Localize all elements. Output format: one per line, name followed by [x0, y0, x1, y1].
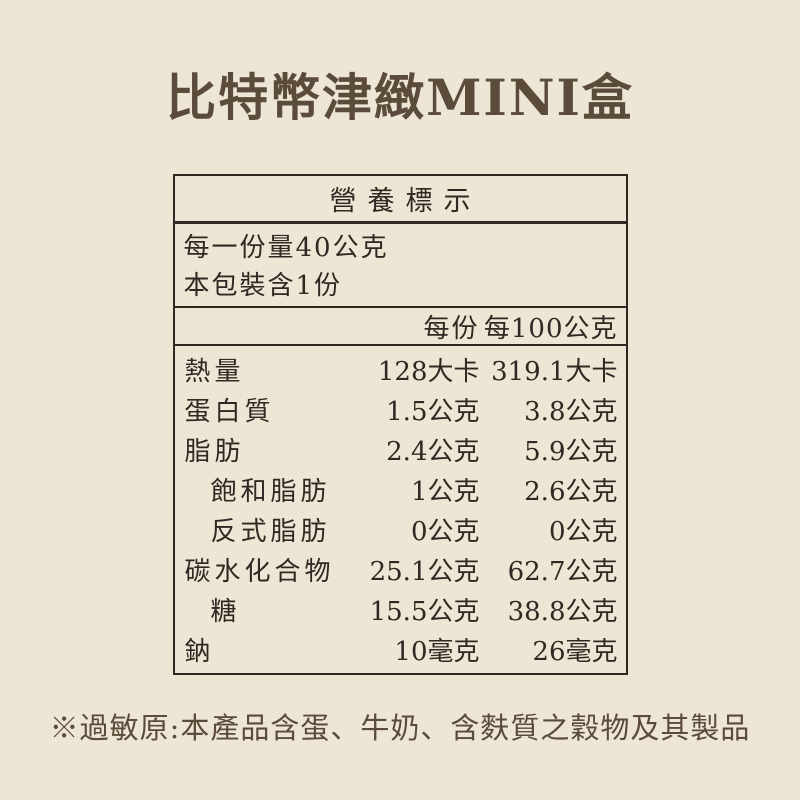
- table-row-fat: 脂肪 2.4公克 5.9公克: [175, 429, 626, 469]
- table-row-sodium: 鈉 10毫克 26毫克: [175, 629, 626, 669]
- table-row-carbohydrate: 碳水化合物 25.1公克 62.7公克: [175, 549, 626, 589]
- nutrient-label: 蛋白質: [184, 396, 275, 427]
- nutrition-facts-table: 營養標示 每一份量40公克 本包裝含1份 每份 每100公克 熱量 128大卡 …: [172, 174, 628, 675]
- serving-info-section: 每一份量40公克 本包裝含1份: [174, 224, 626, 308]
- nutrient-label: 熱量: [184, 356, 245, 387]
- nutrient-label: 碳水化合物: [184, 556, 335, 587]
- per-100g-value: 26毫克: [532, 636, 618, 667]
- servings-per-package-line: 本包裝含1份: [183, 270, 343, 301]
- product-title: 比特幣津緻MINI盒: [166, 68, 634, 127]
- per-100g-value: 2.6公克: [524, 476, 618, 507]
- per-100g-value: 38.8公克: [507, 596, 618, 627]
- serving-size-line: 每一份量40公克: [183, 232, 389, 263]
- per-serving-value: 2.4公克: [386, 436, 480, 467]
- nutrient-label: 糖: [210, 596, 241, 627]
- per-100g-value: 319.1大卡: [491, 356, 618, 387]
- table-row-sugar: 糖 15.5公克 38.8公克: [175, 589, 626, 629]
- column-header-per-serving: 每份: [423, 313, 480, 344]
- nutrient-label: 鈉: [184, 636, 215, 667]
- per-serving-value: 15.5公克: [369, 596, 480, 627]
- per-serving-value: 128大卡: [377, 356, 480, 387]
- nutrient-label: 脂肪: [184, 436, 245, 467]
- per-serving-value: 10毫克: [394, 636, 480, 667]
- per-serving-value: 1.5公克: [386, 396, 480, 427]
- column-header-row: 每份 每100公克: [174, 308, 626, 346]
- per-100g-value: 62.7公克: [507, 556, 618, 587]
- per-serving-value: 25.1公克: [369, 556, 480, 587]
- column-header-per-100g: 每100公克: [483, 313, 618, 344]
- nutrient-label: 反式脂肪: [210, 516, 331, 547]
- per-serving-value: 1公克: [410, 476, 480, 507]
- nutrient-rows: 熱量 128大卡 319.1大卡 蛋白質 1.5公克 3.8公克 脂肪 2.4公…: [175, 346, 626, 673]
- table-row-saturated-fat: 飽和脂肪 1公克 2.6公克: [175, 469, 626, 509]
- per-100g-value: 3.8公克: [524, 396, 618, 427]
- table-row-protein: 蛋白質 1.5公克 3.8公克: [175, 389, 626, 429]
- nutrient-label: 飽和脂肪: [210, 476, 331, 507]
- per-100g-value: 5.9公克: [524, 436, 618, 467]
- table-row-calories: 熱量 128大卡 319.1大卡: [175, 349, 626, 389]
- allergen-note: ※過敏原:本產品含蛋、牛奶、含麩質之穀物及其製品: [49, 711, 751, 745]
- table-row-trans-fat: 反式脂肪 0公克 0公克: [175, 509, 626, 549]
- table-title: 營養標示: [174, 176, 626, 224]
- per-serving-value: 0公克: [410, 516, 480, 547]
- per-100g-value: 0公克: [548, 516, 618, 547]
